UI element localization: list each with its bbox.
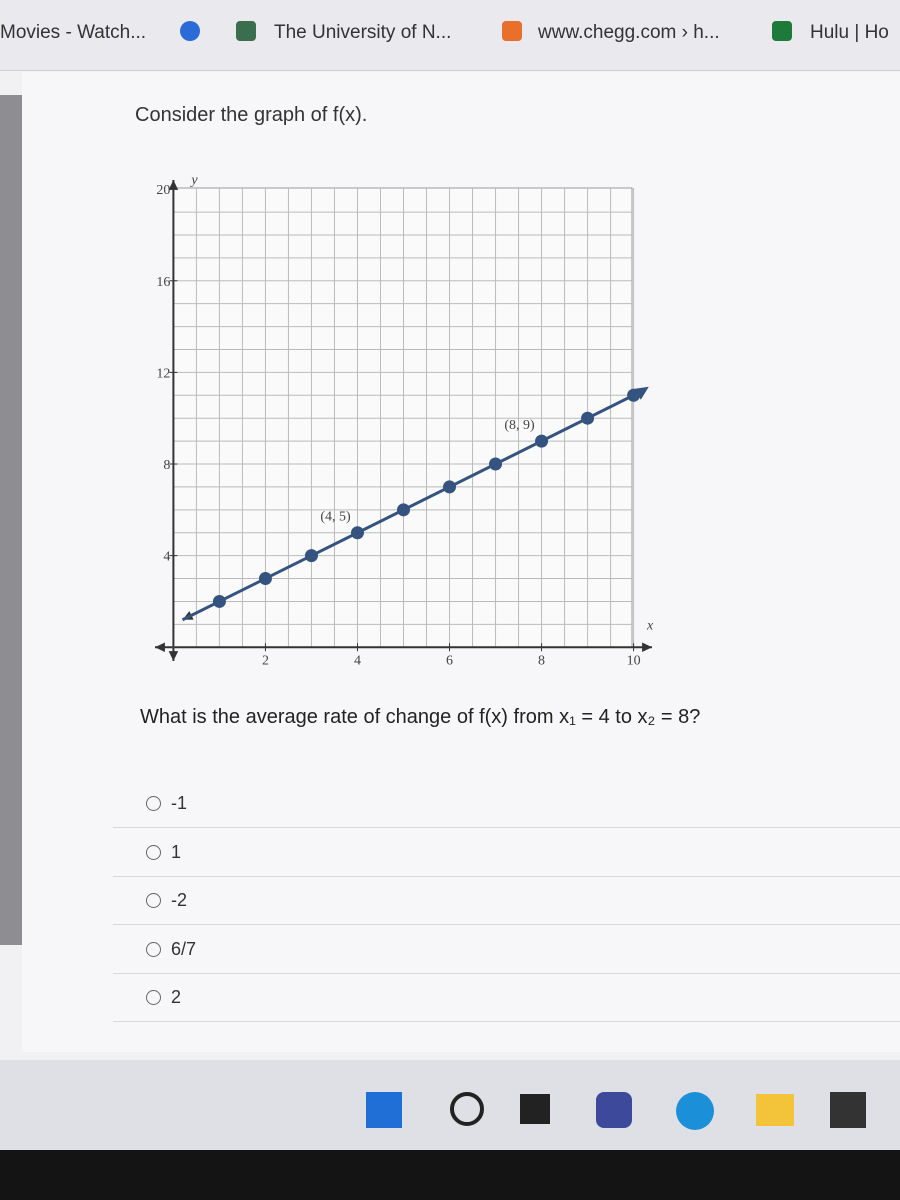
option[interactable]: 6/7 <box>146 939 196 960</box>
point <box>397 503 410 517</box>
x-axis-head <box>642 642 652 653</box>
point <box>489 457 503 471</box>
point <box>350 526 364 540</box>
y-tick-label: 12 <box>156 366 170 381</box>
question: What is the average rate of change of f(… <box>140 706 701 728</box>
x-axis-label: x <box>646 618 654 633</box>
divider <box>113 972 900 974</box>
divider <box>113 875 900 877</box>
divider <box>113 827 900 828</box>
radio[interactable] <box>146 990 161 1005</box>
x-tick-label: 6 <box>446 653 453 668</box>
store-icon[interactable] <box>830 1092 866 1128</box>
tab[interactable]: The University of N... <box>274 22 452 43</box>
line-end-head <box>634 386 649 400</box>
y-axis-head <box>168 180 179 190</box>
point <box>258 572 272 586</box>
taskview-icon[interactable] <box>520 1094 550 1124</box>
icon <box>180 21 200 41</box>
x-tick-label: 10 <box>627 653 641 668</box>
option[interactable]: 1 <box>146 842 181 863</box>
option-label: 2 <box>171 987 182 1007</box>
icon <box>236 21 256 41</box>
point <box>627 388 641 402</box>
x-tick-label: 8 <box>538 653 545 668</box>
point <box>304 549 318 563</box>
search-icon[interactable] <box>450 1092 484 1126</box>
option-label: -1 <box>171 793 188 813</box>
tab-bar: Movies - Watch... The University of N...… <box>0 0 900 71</box>
radio[interactable] <box>146 844 161 860</box>
prompt: Consider the graph of f(x). <box>135 104 368 126</box>
tab[interactable]: Hulu | Ho <box>810 22 889 43</box>
y-tick-label: 8 <box>163 458 170 473</box>
option-label: -2 <box>171 890 188 910</box>
icon <box>772 21 792 41</box>
option-label: 6/7 <box>171 938 197 959</box>
y-axis-head <box>168 651 179 661</box>
point <box>581 411 595 425</box>
option-label: 1 <box>171 841 182 862</box>
y-axis-label: y <box>189 173 198 188</box>
plot-bg <box>172 187 633 648</box>
tab[interactable]: Movies - Watch... <box>0 22 147 43</box>
point-label: (4, 5) <box>320 510 351 525</box>
point <box>443 480 457 494</box>
option[interactable]: -1 <box>146 793 187 814</box>
x-tick-label: 4 <box>354 653 361 668</box>
y-tick-label: 4 <box>163 550 170 565</box>
app-icon[interactable] <box>596 1092 632 1128</box>
x-axis-head <box>155 642 165 653</box>
radio[interactable] <box>146 893 161 908</box>
point <box>535 434 549 448</box>
divider <box>113 1021 900 1022</box>
point-label: (8, 9) <box>504 418 535 433</box>
taskbar <box>0 1060 900 1150</box>
y-tick-label: 16 <box>156 275 170 290</box>
folder-icon[interactable] <box>756 1094 794 1126</box>
sidebar <box>0 95 22 945</box>
option[interactable]: 2 <box>146 987 181 1008</box>
bezel <box>0 1150 900 1200</box>
edge-icon[interactable] <box>676 1092 714 1130</box>
divider <box>113 924 900 925</box>
start-icon[interactable] <box>366 1092 402 1128</box>
point <box>212 594 226 608</box>
function-line <box>181 389 644 622</box>
radio[interactable] <box>146 941 161 957</box>
radio[interactable] <box>146 796 161 811</box>
x-tick-label: 2 <box>262 653 269 668</box>
tab[interactable]: www.chegg.com › h... <box>538 22 720 43</box>
icon <box>502 21 522 41</box>
y-tick-label: 20 <box>156 183 170 198</box>
graph: 2 4 6 8 10 4 8 12 16 20 x y (4, 5) (8, 9) <box>155 173 654 668</box>
option[interactable]: -2 <box>146 890 187 911</box>
